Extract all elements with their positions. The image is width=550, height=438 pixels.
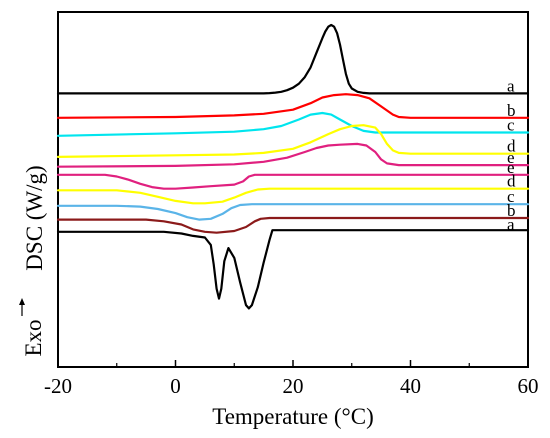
x-tick-label: -20 <box>44 374 72 398</box>
curve-d <box>56 187 530 205</box>
curve-label-e: e <box>507 158 515 177</box>
curve-c <box>56 203 530 221</box>
curve-c <box>56 111 530 137</box>
curve-e <box>56 173 530 190</box>
curve-label-c: c <box>507 116 515 135</box>
x-axis-ticks: -20 0 20 40 60 <box>44 360 539 398</box>
curve-label-a: a <box>507 76 515 95</box>
curve-d <box>56 124 530 158</box>
curves <box>56 23 530 310</box>
curve-label-d: d <box>507 137 516 156</box>
y-axis-title: DSC (W/g) <box>22 165 47 270</box>
x-axis-title: Temperature (°C) <box>212 404 373 429</box>
x-tick-label: 60 <box>518 374 539 398</box>
curve-label-a: a <box>507 215 515 234</box>
curve-label-c: c <box>507 187 515 206</box>
x-tick-label: 0 <box>170 374 181 398</box>
exo-label: Exo <box>21 319 46 356</box>
curve-label-e: e <box>507 148 515 167</box>
curve-label-d: d <box>507 172 516 191</box>
curve-a <box>56 229 530 310</box>
curve-e <box>56 142 530 168</box>
curve-b <box>56 93 530 119</box>
curve-a <box>56 23 530 95</box>
x-tick-label: 20 <box>283 374 304 398</box>
exo-arrow-head <box>19 298 25 305</box>
curve-b <box>56 216 530 234</box>
curve-label-b: b <box>507 201 516 220</box>
exo-indicator: Exo <box>19 298 46 357</box>
x-tick-label: 40 <box>400 374 421 398</box>
curve-label-b: b <box>507 101 516 120</box>
